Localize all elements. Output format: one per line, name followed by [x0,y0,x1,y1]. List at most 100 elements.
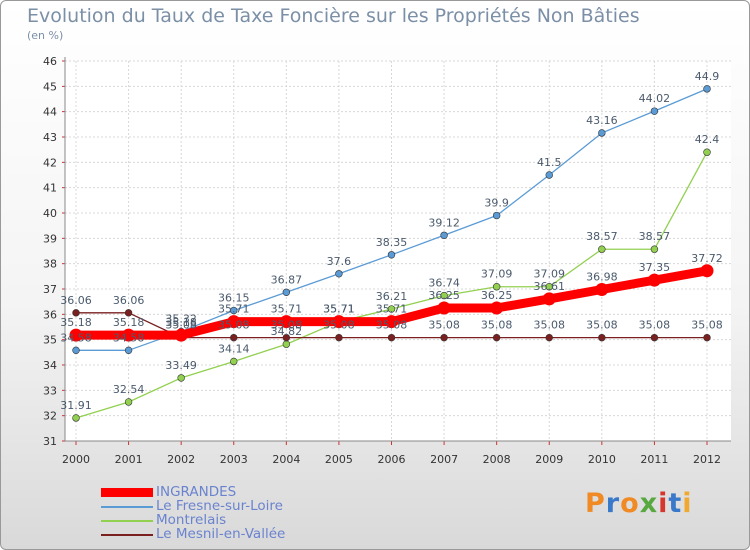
y-tick-label: 46 [43,55,57,68]
y-tick-label: 37 [43,283,57,296]
data-point-le-mesnil-en-vallee [440,333,448,342]
data-label: 35.71 [323,303,355,316]
data-label: 37.6 [327,255,352,268]
chart-title: Evolution du Taux de Taxe Foncière sur l… [27,5,640,27]
y-tick-label: 41 [43,182,57,195]
data-point-le-fresne-sur-loire [282,288,291,296]
logo-letter: i [682,488,693,519]
data-label: 35.71 [323,303,355,316]
legend-swatch-montrelais [101,520,153,522]
data-point-ingrandes [279,315,293,329]
data-point-montrelais [230,357,238,366]
data-point-montrelais [177,374,185,382]
data-point-ingrandes [700,264,714,278]
x-tick-label: 2003 [220,453,248,466]
data-label: 35.08 [218,319,250,332]
data-point-montrelais [650,245,659,253]
data-label: 33.49 [165,359,197,372]
data-label: 35.08 [428,319,460,332]
data-label: 35.08 [165,319,197,332]
x-tick-label: 2012 [693,453,721,466]
y-tick-label: 43 [43,131,57,144]
y-tick-label: 33 [43,384,57,397]
data-label: 42.4 [695,133,720,146]
data-point-ingrandes [647,273,661,287]
data-point-montrelais [124,398,133,406]
data-point-le-fresne-sur-loire [492,211,501,220]
data-point-le-mesnil-en-vallee [282,333,291,342]
data-label: 34.82 [271,325,303,338]
proxiti-logo: Proxiti [585,488,693,519]
data-point-le-fresne-sur-loire [72,346,80,355]
x-tick-label: 2010 [588,453,616,466]
data-point-le-mesnil-en-vallee [650,333,659,342]
data-point-ingrandes [69,328,83,342]
data-label: 38.57 [586,230,618,243]
data-point-le-mesnil-en-vallee [335,333,343,342]
legend-label: INGRANDES [156,484,237,500]
data-label: 36.15 [218,292,250,305]
y-tick-label: 35 [43,334,57,347]
data-label: 35.71 [218,303,250,316]
data-label: 44.9 [695,70,720,83]
data-point-ingrandes [122,328,136,342]
legend-swatch-le-fresne-sur-loire [101,506,153,508]
data-label: 35.71 [376,303,408,316]
data-point-le-fresne-sur-loire [440,231,448,239]
x-tick-label: 2005 [325,453,353,466]
logo-letter: r [605,488,621,519]
data-label: 36.61 [534,280,566,293]
data-label: 36.87 [271,273,303,286]
legend-swatch-le-mesnil-en-vallee [101,534,153,536]
data-label: 32.54 [113,383,145,396]
logo-letter: o [620,488,640,519]
unit-label: (en %) [27,29,64,42]
data-point-ingrandes [227,315,241,329]
data-label: 34.58 [113,331,145,344]
legend-label: Le Fresne-sur-Loire [156,498,283,514]
data-label: 34.58 [60,331,92,344]
data-point-le-mesnil-en-vallee [387,333,396,342]
data-label: 35.08 [271,319,303,332]
y-tick-label: 42 [43,156,57,169]
data-point-le-fresne-sur-loire [650,107,659,115]
data-point-ingrandes [490,301,504,315]
data-point-le-fresne-sur-loire [230,306,238,315]
data-point-montrelais [598,245,606,253]
data-point-ingrandes [437,301,451,315]
data-label: 41.5 [537,156,562,169]
y-tick-label: 44 [43,106,57,119]
data-point-ingrandes [174,328,188,342]
data-point-le-fresne-sur-loire [387,251,396,259]
data-label: 35.08 [376,319,408,332]
line-chart: 31 32 33 34 35 36 37 38 39 40 41 42 43 44 45 46 2000 2001… [43,55,731,466]
data-label: 35.18 [113,316,145,329]
data-label: 35.18 [60,316,92,329]
y-tick-label: 39 [43,232,57,245]
data-label: 35.08 [534,319,566,332]
y-tick-label: 34 [43,359,57,372]
x-tick-label: 2008 [483,453,511,466]
data-label: 38.57 [639,230,671,243]
data-point-le-fresne-sur-loire [598,129,606,137]
x-tick-label: 2004 [272,453,300,466]
data-label: 39.12 [428,216,460,229]
data-point-montrelais [387,305,396,313]
data-point-le-fresne-sur-loire [335,270,343,278]
data-point-le-mesnil-en-vallee [72,309,80,317]
data-label: 37.72 [691,252,723,265]
data-point-montrelais [703,148,711,156]
data-label: 35.32 [165,313,197,326]
data-label: 35.08 [691,319,723,332]
data-point-montrelais [440,291,448,300]
axes: 31 32 33 34 35 36 37 38 39 40 41 42 43 44 45 46 2000 2001… [43,55,731,466]
data-label: 36.06 [113,294,145,307]
data-point-ingrandes [542,292,556,306]
x-tick-label: 2000 [62,453,90,466]
data-point-le-fresne-sur-loire [545,171,553,179]
data-point-le-mesnil-en-vallee [492,333,501,342]
data-point-le-mesnil-en-vallee [598,333,606,342]
data-point-ingrandes [385,315,398,329]
series-lines [69,85,714,422]
data-label: 35.08 [323,319,355,332]
